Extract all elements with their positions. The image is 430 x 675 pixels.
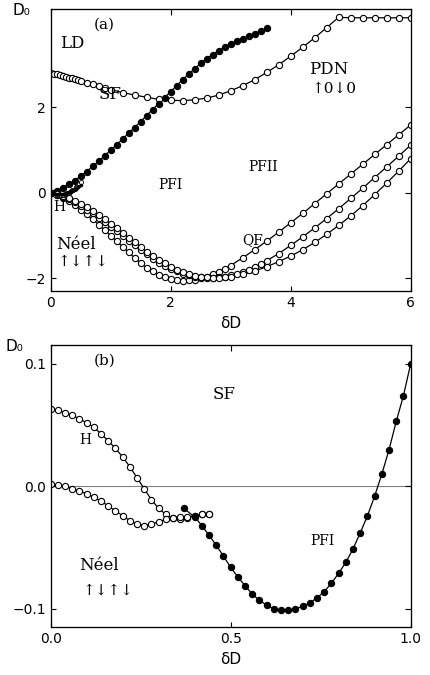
X-axis label: δD: δD	[220, 315, 241, 331]
Y-axis label: D₀: D₀	[6, 339, 24, 354]
Text: Néel: Néel	[57, 236, 96, 252]
Text: H: H	[80, 433, 92, 447]
Text: (b): (b)	[94, 354, 116, 368]
Text: LD: LD	[60, 35, 84, 52]
X-axis label: δD: δD	[220, 651, 241, 667]
Text: PFI: PFI	[159, 178, 183, 192]
Text: ↑↓↑↓: ↑↓↑↓	[83, 583, 134, 597]
Text: QF: QF	[243, 233, 264, 247]
Text: PFI: PFI	[310, 535, 334, 549]
Text: SF: SF	[98, 86, 122, 103]
Text: H: H	[54, 200, 66, 213]
Text: SF: SF	[212, 386, 236, 403]
Y-axis label: D₀: D₀	[13, 3, 31, 18]
Text: PFII: PFII	[249, 160, 278, 174]
Text: Néel: Néel	[80, 558, 119, 574]
Text: (a): (a)	[94, 18, 115, 32]
Text: ↑0↓0: ↑0↓0	[312, 81, 356, 95]
Text: ↑↓↑↓: ↑↓↑↓	[58, 254, 109, 268]
Text: PDN: PDN	[309, 61, 348, 78]
